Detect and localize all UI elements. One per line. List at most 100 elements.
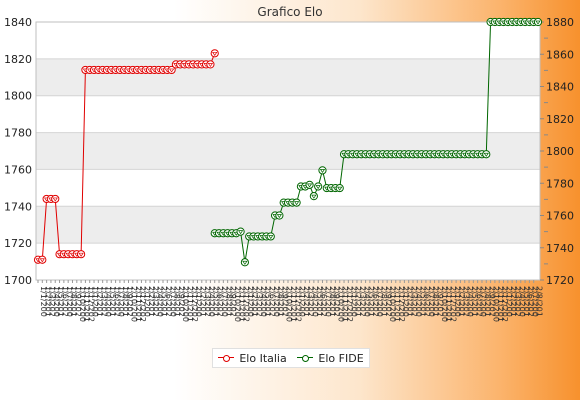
- data-point: [335, 183, 344, 193]
- data-point-marker: [311, 194, 317, 199]
- x-tick-label: 2/9/202: [487, 286, 496, 317]
- x-tick-label: 1/4/200: [52, 286, 61, 317]
- series-layer: [33, 17, 543, 267]
- x-tick-label: 2/4/200: [414, 286, 423, 317]
- x-tick-label: 2/3/202: [255, 286, 264, 317]
- x-tick-label: 2/2/201: [405, 286, 414, 317]
- x-tick-label: 2/10/200: [181, 286, 190, 322]
- series-elo-italia: [33, 49, 219, 264]
- y-tick-label-left: 1760: [4, 163, 32, 176]
- x-tick-label: 2/2/201: [302, 286, 311, 317]
- y-tick-label-right: 1740: [546, 242, 574, 255]
- x-tick-label: 2/3/202: [410, 286, 419, 317]
- x-tick-label: 1/3/202: [48, 286, 57, 317]
- data-point-marker: [212, 51, 218, 56]
- x-tick-label: 2/8/201: [431, 286, 440, 317]
- data-point-marker: [306, 183, 313, 188]
- y-tick-label-left: 1720: [4, 237, 32, 250]
- y-tick-label-right: 1800: [546, 145, 574, 158]
- x-tick-label: 2/4/200: [466, 286, 475, 317]
- x-tick-label: 1/8/201: [69, 286, 78, 317]
- legend-label: Elo Italia: [239, 351, 287, 365]
- legend-marker-icon: [297, 353, 314, 363]
- x-tick-label: 2/2/201: [457, 286, 466, 317]
- x-tick-label: 2/9/202: [280, 286, 289, 317]
- legend-item-elo-italia[interactable]: Elo Italia: [218, 351, 287, 365]
- data-point-marker: [315, 185, 321, 190]
- x-tick-label: 2/7/200: [427, 286, 436, 317]
- x-tick-label: 2/2/201: [147, 286, 156, 317]
- x-tick-label: 2/7/200: [323, 286, 332, 317]
- x-tick-label: 2/6/202: [371, 286, 380, 317]
- grid-band: [36, 95, 540, 133]
- x-tick-label: 1/9/202: [73, 286, 82, 317]
- x-tick-label: 2/1/200: [453, 286, 462, 317]
- y-axis-left: 1700 1720 1740 1760 1780 1800 1820 1840: [4, 16, 32, 287]
- x-tick-label: 2/9/202: [332, 286, 341, 317]
- x-tick-label: 2/3/202: [461, 286, 470, 317]
- x-tick-label: 2/8/201: [173, 286, 182, 317]
- data-point-marker: [168, 68, 175, 73]
- data-point: [240, 258, 249, 267]
- x-tick-label: 2/4/200: [517, 286, 526, 317]
- y-tick-label-right: 1780: [546, 177, 574, 190]
- legend-item-elo-fide[interactable]: Elo FIDE: [297, 352, 364, 365]
- data-point-marker: [237, 230, 244, 235]
- x-tick-label: 1/11/201: [82, 286, 91, 322]
- data-point: [51, 194, 60, 204]
- y-tick-label-left: 1700: [4, 274, 32, 287]
- x-tick-label: 2/10/200: [130, 286, 139, 322]
- grid-band: [36, 206, 540, 244]
- y-tick-label-left: 1840: [4, 16, 32, 29]
- x-tick-label: 2/12/202: [242, 286, 251, 322]
- x-tick-label: 2/10/200: [440, 286, 449, 322]
- y-tick-label-right: 1840: [546, 81, 574, 94]
- x-tick-label: 2/11/201: [341, 286, 350, 322]
- x-tick-label: 2/1/200: [298, 286, 307, 317]
- y-tick-label-right: 1720: [546, 274, 574, 287]
- x-tick-label: 2/12/202: [397, 286, 406, 322]
- x-tick-label: 2/5/201: [418, 286, 427, 317]
- x-tick-label: 2/10/200: [388, 286, 397, 322]
- data-point: [206, 60, 215, 69]
- x-tick-label: 2/4/200: [362, 286, 371, 317]
- x-tick-label: 2/12/202: [500, 286, 509, 322]
- x-tick-label: 2/12/202: [448, 286, 457, 322]
- x-tick-label: 2/5/201: [367, 286, 376, 317]
- x-tick-label: 1/9/202: [125, 286, 134, 317]
- x-tick-label: 1/2/201: [43, 286, 52, 317]
- x-tick-label: 1/12/202: [86, 286, 95, 322]
- x-tick-label: 2/9/202: [436, 286, 445, 317]
- x-tick-label: 2/5/201: [522, 286, 531, 317]
- data-point: [482, 150, 491, 159]
- data-point-marker: [78, 252, 84, 257]
- x-tick-label: 2/12/202: [345, 286, 354, 322]
- data-point: [314, 182, 323, 191]
- x-tick-label: 2/11/201: [444, 286, 453, 322]
- y-tick-label-right: 1860: [546, 48, 574, 61]
- x-tick-label: 1/7/200: [65, 286, 74, 317]
- plot-bands: [36, 21, 540, 281]
- x-tick-label: 2/4/200: [311, 286, 320, 317]
- x-tick-label: 2/8/201: [328, 286, 337, 317]
- data-point-marker: [39, 258, 45, 263]
- x-tick-label: 2/3/202: [203, 286, 212, 317]
- x-tick-label: 1/6/202: [112, 286, 121, 317]
- x-tick-label: 1/10/200: [78, 286, 87, 322]
- x-tick-label: 2/5/201: [160, 286, 169, 317]
- data-point: [533, 17, 543, 27]
- x-tick-label: 1/7/200: [117, 286, 126, 317]
- x-tick-label: 2/2/201: [509, 286, 518, 317]
- x-tick-label: 1/1/200: [39, 286, 48, 317]
- x-tick-label: 2/1/200: [194, 286, 203, 317]
- data-point-marker: [483, 152, 489, 157]
- x-tick-label: 2/5/201: [211, 286, 220, 317]
- x-tick-label: 2/5/201: [315, 286, 324, 317]
- data-point: [210, 49, 219, 58]
- x-tick-label: 2/1/200: [246, 286, 255, 317]
- x-tick-label: 1/1/200: [91, 286, 100, 317]
- data-point-marker: [52, 197, 58, 202]
- y-tick-label-left: 1740: [4, 200, 32, 213]
- data-point: [266, 232, 275, 241]
- data-point: [167, 65, 176, 75]
